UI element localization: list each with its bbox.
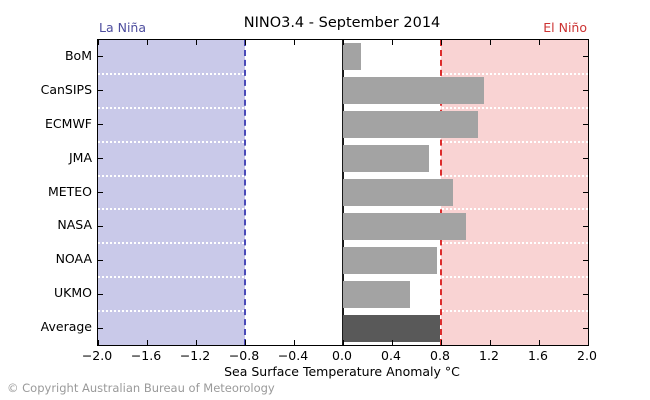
x-tick-label: −2.0 [81,348,113,363]
bar-jma [343,145,429,173]
x-axis-title: Sea Surface Temperature Anomaly °C [224,364,460,379]
x-tick-label: 0.0 [332,348,352,363]
x-tick-label: −0.8 [228,348,260,363]
y-axis-label-ecmwf: ECMWF [45,115,92,131]
x-tick-mark [342,40,344,45]
x-tick-mark [293,340,295,345]
x-tick-mark [342,340,344,345]
copyright-text: © Copyright Australian Bureau of Meteoro… [7,381,275,395]
la-nina-region [98,40,245,345]
x-tick-mark [244,340,246,345]
x-tick-mark [587,40,589,45]
el-nino-label: El Niño [543,20,587,35]
x-tick-mark [293,40,295,45]
x-tick-mark [587,340,589,345]
y-axis-label-cansips: CanSIPS [40,81,92,97]
la-nina-threshold-line [244,40,246,345]
bar-bom [343,43,362,71]
x-tick-mark [538,340,540,345]
x-tick-label: −1.2 [179,348,211,363]
bar-nasa [343,212,466,240]
x-tick-mark [440,40,442,45]
x-tick-mark [195,340,197,345]
x-tick-mark [97,340,99,345]
bar-ecmwf [343,111,478,139]
y-tick-mark [98,293,103,295]
bar-average [343,314,440,342]
x-tick-mark [97,40,99,45]
y-tick-mark [98,158,103,160]
chart-title: NINO3.4 - September 2014 [243,15,441,31]
y-axis-label-average: Average [40,319,92,335]
zero-line [342,40,344,345]
y-tick-mark [98,56,103,58]
x-tick-mark [489,340,491,345]
y-axis-label-noaa: NOAA [55,251,92,267]
y-tick-mark [98,225,103,227]
x-tick-mark [440,340,442,345]
y-axis-label-jma: JMA [68,149,92,165]
y-tick-mark [98,259,103,261]
y-tick-mark [583,56,588,58]
y-tick-mark [583,192,588,193]
x-tick-mark [489,40,491,45]
x-tick-mark [195,40,197,45]
y-axis-label-ukmo: UKMO [54,285,92,301]
bar-noaa [343,246,438,274]
x-tick-mark [244,40,246,45]
x-tick-mark [538,40,540,45]
y-tick-mark [583,124,588,126]
y-tick-mark [583,158,588,160]
bar-meteo [343,179,454,206]
y-axis-label-meteo: METEO [47,183,92,199]
la-nina-label: La Niña [99,20,147,35]
x-tick-label: −1.6 [130,348,162,363]
y-tick-mark [583,293,588,295]
x-tick-label: 0.4 [381,348,401,363]
y-tick-mark [583,225,588,227]
x-tick-label: 1.2 [479,348,499,363]
x-tick-mark [391,340,393,345]
bar-ukmo [343,280,411,308]
plot-area [97,39,589,346]
x-tick-mark [146,340,148,345]
y-axis-label-bom: BoM [64,47,92,63]
x-tick-label: 2.0 [577,348,597,363]
x-tick-mark [146,40,148,45]
y-tick-mark [98,90,103,92]
bar-cansips [343,77,484,105]
y-tick-mark [98,192,103,193]
x-tick-label: 1.6 [528,348,548,363]
x-tick-label: 0.8 [430,348,450,363]
y-tick-mark [98,124,103,126]
y-axis-label-nasa: NASA [57,217,92,233]
x-tick-label: −0.4 [277,348,309,363]
y-tick-mark [583,259,588,261]
y-tick-mark [583,90,588,92]
y-tick-mark [98,327,103,329]
x-tick-mark [391,40,393,45]
y-tick-mark [583,327,588,329]
